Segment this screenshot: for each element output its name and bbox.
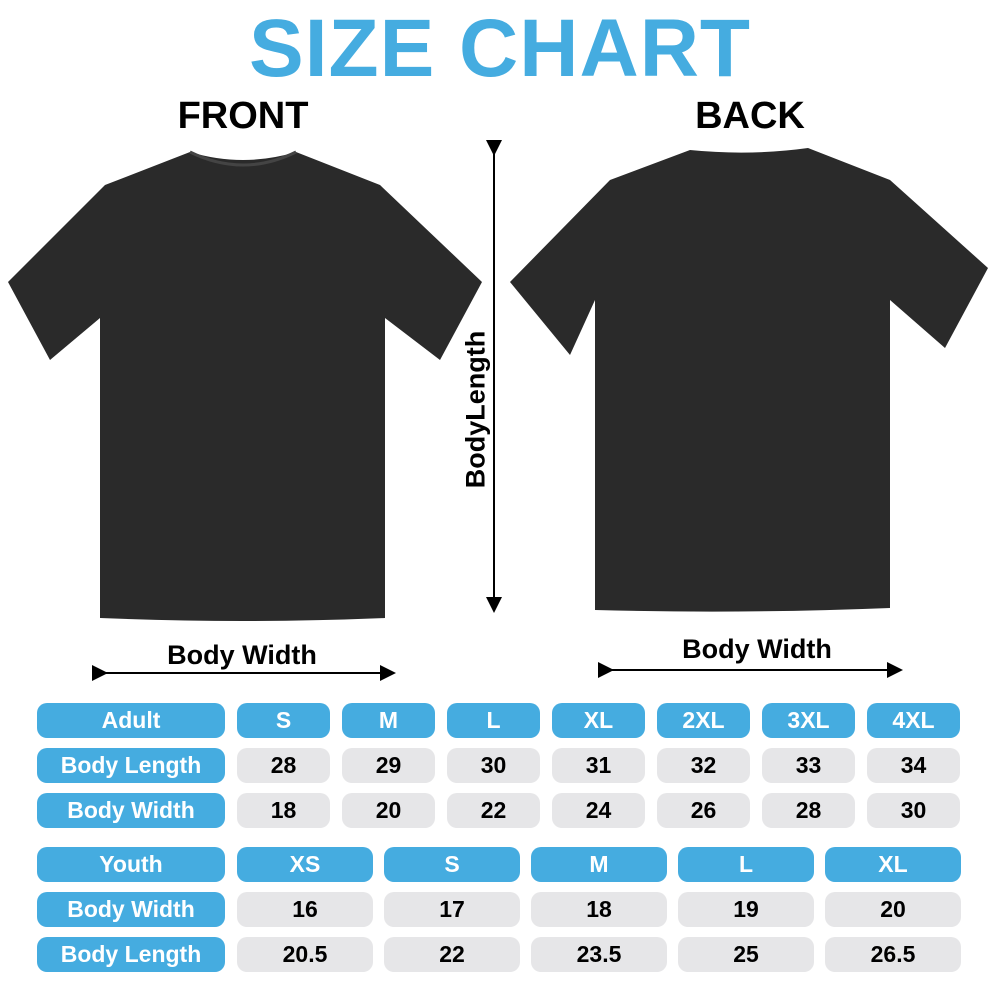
adult-header: Adult (37, 703, 225, 738)
back-shirt (510, 148, 988, 612)
size-value: 23.5 (531, 937, 667, 972)
size-value: 22 (447, 793, 540, 828)
size-header: S (384, 847, 520, 882)
size-value: 28 (762, 793, 855, 828)
size-value: 24 (552, 793, 645, 828)
size-value: 20.5 (237, 937, 373, 972)
youth-header: Youth (37, 847, 225, 882)
size-header: M (342, 703, 435, 738)
size-value: 26.5 (825, 937, 961, 972)
size-header: S (237, 703, 330, 738)
front-body-width-label: Body Width (167, 640, 317, 670)
size-value: 16 (237, 892, 373, 927)
size-value: 30 (447, 748, 540, 783)
shirt-illustrations (8, 140, 988, 681)
size-value: 31 (552, 748, 645, 783)
size-value: 22 (384, 937, 520, 972)
row-label: Body Length (37, 937, 225, 972)
size-value: 30 (867, 793, 960, 828)
size-header: L (447, 703, 540, 738)
row-label: Body Length (37, 748, 225, 783)
row-label: Body Width (37, 892, 225, 927)
size-header: M (531, 847, 667, 882)
back-body-width-label: Body Width (682, 634, 832, 664)
size-header: 4XL (867, 703, 960, 738)
size-value: 34 (867, 748, 960, 783)
front-label: FRONT (177, 95, 309, 137)
size-value: 28 (237, 748, 330, 783)
size-value: 33 (762, 748, 855, 783)
size-value: 32 (657, 748, 750, 783)
size-value: 20 (825, 892, 961, 927)
size-value: 18 (531, 892, 667, 927)
size-header: XS (237, 847, 373, 882)
front-shirt (8, 152, 482, 621)
size-value: 19 (678, 892, 814, 927)
size-header: XL (552, 703, 645, 738)
back-label: BACK (695, 95, 805, 137)
size-value: 26 (657, 793, 750, 828)
size-value: 18 (237, 793, 330, 828)
size-header: XL (825, 847, 961, 882)
size-value: 20 (342, 793, 435, 828)
size-value: 17 (384, 892, 520, 927)
size-value: 29 (342, 748, 435, 783)
page-title: SIZE CHART (249, 3, 751, 94)
size-header: 3XL (762, 703, 855, 738)
size-value: 25 (678, 937, 814, 972)
size-header: L (678, 847, 814, 882)
body-length-label: BodyLength (460, 330, 491, 489)
row-label: Body Width (37, 793, 225, 828)
size-header: 2XL (657, 703, 750, 738)
